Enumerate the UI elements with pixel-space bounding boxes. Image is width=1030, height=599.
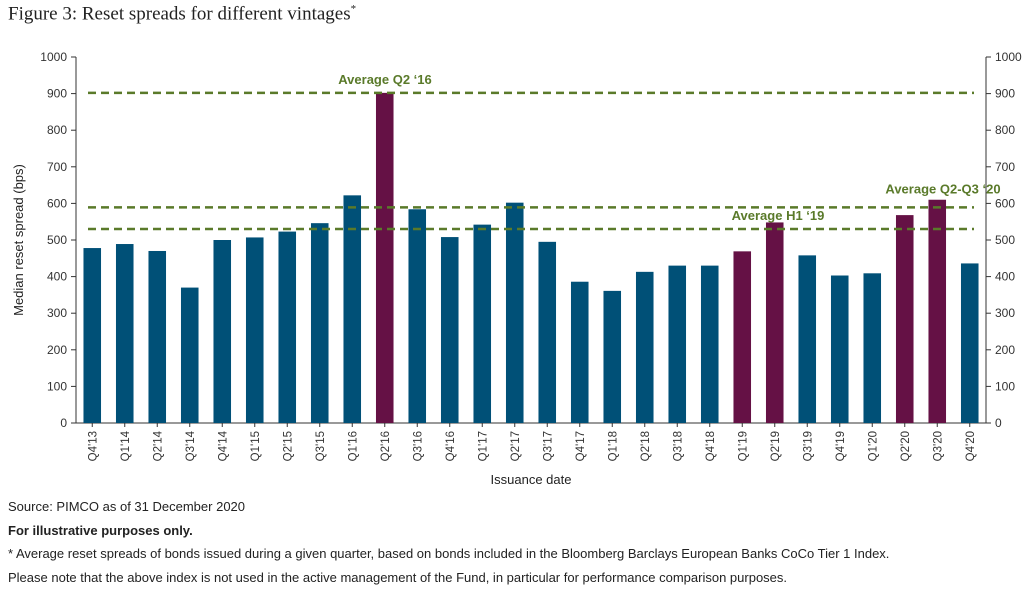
y-tick-label-right: 1000 [995, 50, 1022, 64]
x-tick-label: Q4'19 [835, 431, 847, 461]
x-axis-title: Issuance date [491, 472, 572, 487]
bar [733, 251, 752, 423]
bar [343, 195, 362, 423]
y-tick-label-right: 200 [995, 343, 1015, 357]
bar [798, 255, 817, 423]
bar [505, 202, 524, 423]
y-tick-label-right: 0 [995, 416, 1002, 430]
x-tick-label: Q3'18 [672, 431, 684, 461]
bar [538, 241, 557, 423]
x-tick-label: Q3'14 [185, 430, 197, 461]
y-tick-label-right: 100 [995, 379, 1015, 393]
bar [895, 215, 914, 423]
reference-line-label: Average Q2 ‘16 [338, 72, 431, 87]
x-tick-label: Q3'19 [802, 431, 814, 461]
chart-title: Figure 3: Reset spreads for different vi… [8, 3, 357, 25]
y-tick-label-right: 700 [995, 160, 1015, 174]
bar [245, 237, 264, 423]
x-tick-label: Q3'20 [932, 431, 944, 461]
x-tick-label: Q4'20 [965, 431, 977, 461]
y-tick-label-left: 0 [60, 416, 67, 430]
footnote: * Average reset spreads of bonds issued … [8, 546, 890, 561]
x-tick-label: Q4'16 [445, 431, 457, 461]
y-tick-label-right: 400 [995, 270, 1015, 284]
bar [700, 265, 719, 423]
bar [928, 199, 947, 423]
y-axis-title: Median reset spread (bps) [11, 164, 26, 316]
bar [310, 223, 329, 423]
x-tick-label: Q1'17 [477, 431, 489, 461]
bar [863, 273, 882, 423]
x-tick-label: Q4'13 [87, 431, 99, 461]
bar [668, 265, 687, 423]
x-tick-label: Q4'14 [217, 430, 229, 461]
x-tick-label: Q3'16 [412, 431, 424, 461]
bar [148, 250, 167, 423]
x-tick-label: Q2'18 [640, 431, 652, 461]
y-tick-label-right: 600 [995, 196, 1015, 210]
x-tick-label: Q1'14 [120, 430, 132, 461]
x-tick-label: Q1'20 [867, 431, 879, 461]
x-tick-label: Q2'17 [510, 431, 522, 461]
bar [765, 222, 784, 423]
bar [83, 248, 102, 423]
bar [603, 290, 622, 423]
x-tick-label: Q1'18 [607, 431, 619, 461]
x-tick-label: Q4'18 [705, 431, 717, 461]
source-note: Source: PIMCO as of 31 December 2020 [8, 499, 246, 514]
y-tick-label-left: 500 [47, 233, 67, 247]
bar [473, 224, 492, 423]
x-tick-label: Q2'14 [152, 430, 164, 461]
bar [830, 275, 849, 423]
x-tick-label: Q1'16 [347, 431, 359, 461]
x-tick-label: Q2'19 [770, 431, 782, 461]
y-tick-label-left: 1000 [40, 50, 67, 64]
y-tick-label-left: 200 [47, 343, 67, 357]
y-tick-label-right: 500 [995, 233, 1015, 247]
x-tick-label: Q3'17 [542, 431, 554, 461]
y-tick-label-left: 100 [47, 379, 67, 393]
bar [213, 240, 232, 423]
y-tick-label-left: 400 [47, 270, 67, 284]
y-tick-label-left: 800 [47, 123, 67, 137]
x-tick-label: Q2'20 [900, 431, 912, 461]
y-tick-label-left: 700 [47, 160, 67, 174]
y-tick-label-right: 900 [995, 87, 1015, 101]
x-tick-label: Q3'15 [315, 431, 327, 461]
x-tick-label: Q2'16 [380, 431, 392, 461]
y-tick-label-right: 800 [995, 123, 1015, 137]
y-tick-label-left: 300 [47, 306, 67, 320]
bar [278, 231, 297, 423]
bar [408, 209, 427, 423]
x-tick-label: Q2'15 [282, 431, 294, 461]
x-tick-label: Q4'17 [575, 431, 587, 461]
reference-line-label: Average H1 ‘19 [732, 208, 825, 223]
bar [115, 244, 134, 423]
disclaimer: For illustrative purposes only. [8, 523, 193, 538]
bar [440, 237, 459, 423]
bar [635, 271, 654, 423]
x-tick-label: Q1'15 [250, 431, 262, 461]
bar-chart: 0 0 100 100 200 200 300 300 400 400 500 500 600 600 70… [11, 50, 1022, 487]
footnote-index: Please note that the above index is not … [8, 570, 788, 585]
y-tick-label-left: 600 [47, 196, 67, 210]
bar [570, 281, 589, 423]
x-tick-label: Q1'19 [737, 431, 749, 461]
bar [180, 287, 199, 423]
y-tick-label-right: 300 [995, 306, 1015, 320]
y-tick-label-left: 900 [47, 87, 67, 101]
bar [375, 92, 394, 424]
bar [960, 263, 979, 423]
reference-line-label: Average Q2-Q3 ‘20 [885, 181, 1000, 196]
